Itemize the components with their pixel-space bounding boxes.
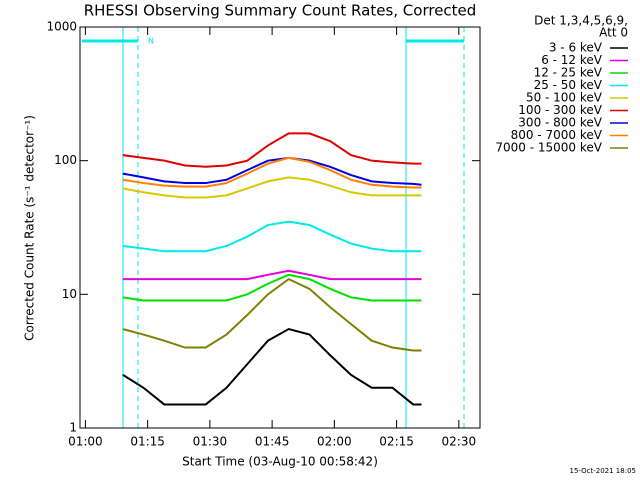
series-line xyxy=(122,269,422,281)
annotation: N xyxy=(148,37,154,46)
series-line xyxy=(122,156,422,186)
x-tick-label: 02:00 xyxy=(317,435,352,449)
legend-label: 25 - 50 keV xyxy=(534,78,603,92)
chart-title: RHESSI Observing Summary Count Rates, Co… xyxy=(84,2,477,20)
legend-title: Det 1,3,4,5,6,9, xyxy=(534,14,628,28)
legend-label: 800 - 7000 keV xyxy=(511,128,603,142)
series-line xyxy=(122,277,422,352)
y-tick-label: 10 xyxy=(62,287,77,301)
legend-label: 6 - 12 keV xyxy=(541,53,603,67)
series-line xyxy=(122,132,422,168)
x-tick-label: 02:30 xyxy=(442,435,477,449)
y-tick-label: 100 xyxy=(54,153,77,167)
series-line xyxy=(122,176,422,199)
x-tick-label: 01:00 xyxy=(68,435,103,449)
markers xyxy=(82,27,465,428)
x-tick-label: 01:15 xyxy=(130,435,165,449)
y-tick-label: 1 xyxy=(69,421,77,435)
legend-title: Att 0 xyxy=(599,26,628,40)
legend-label: 12 - 25 keV xyxy=(534,66,603,80)
x-tick-label: 02:15 xyxy=(379,435,414,449)
x-axis-label: Start Time (03-Aug-10 00:58:42) xyxy=(182,455,378,469)
footer: 15-Oct-2021 18:05 xyxy=(570,467,636,475)
y-axis-label: Corrected Count Rate (s⁻¹ detector⁻¹) xyxy=(23,115,37,341)
legend-label: 3 - 6 keV xyxy=(549,41,603,55)
x-tick-label: 01:45 xyxy=(255,435,290,449)
series-line xyxy=(122,156,422,189)
series-line xyxy=(122,220,422,253)
legend-label: 300 - 800 keV xyxy=(518,116,602,130)
legend-label: 7000 - 15000 keV xyxy=(495,141,602,155)
plot-frame xyxy=(79,26,481,429)
series-line xyxy=(122,327,422,406)
legend-label: 100 - 300 keV xyxy=(518,103,602,117)
legend-label: 50 - 100 keV xyxy=(526,91,603,105)
x-tick-label: 01:30 xyxy=(193,435,228,449)
series-line xyxy=(122,273,422,302)
y-tick-label: 1000 xyxy=(46,20,77,34)
